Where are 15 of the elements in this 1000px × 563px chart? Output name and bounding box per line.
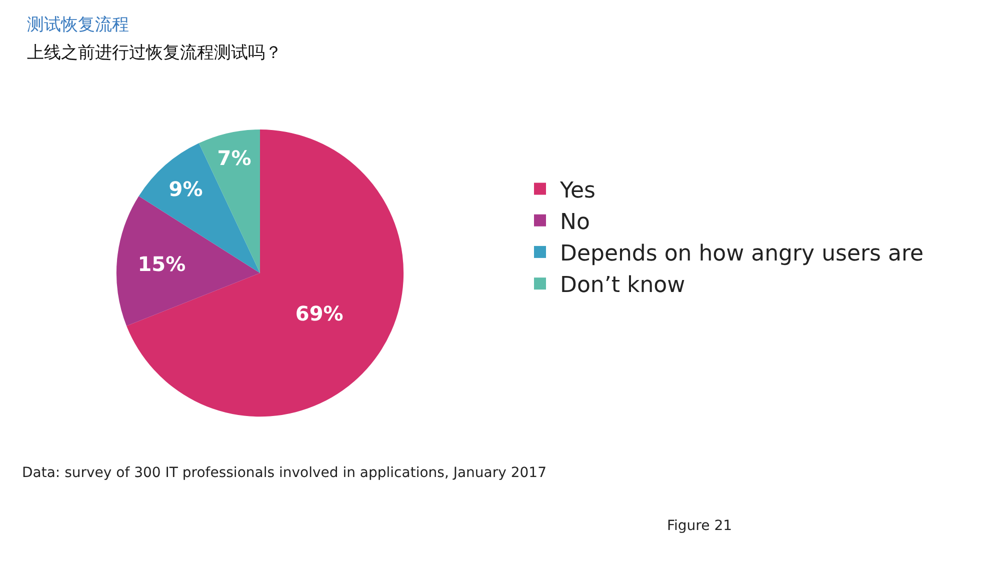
text: Data: survey of 300 IT professionals involved in applications, January 2017 [22, 465, 546, 481]
pie-slice [116, 196, 260, 326]
chart-subtitle: 上线之前进行过恢复流程测试吗？ [27, 43, 282, 63]
caption: Figure 21 [667, 518, 732, 534]
data-label: 69% [295, 301, 344, 326]
legend-label: Don’t know [560, 273, 686, 298]
pie-slice [126, 129, 404, 416]
legend-label: Yes [559, 178, 596, 204]
chart-title: 测试恢复流程 [27, 15, 129, 35]
pie-slice [138, 143, 260, 274]
data-label: 15% [138, 252, 186, 276]
data-label: 9% [168, 176, 203, 201]
legend-label: No [560, 210, 590, 235]
legend-label: Depends on how angry users are [560, 242, 924, 267]
data-label: 7% [217, 146, 252, 170]
